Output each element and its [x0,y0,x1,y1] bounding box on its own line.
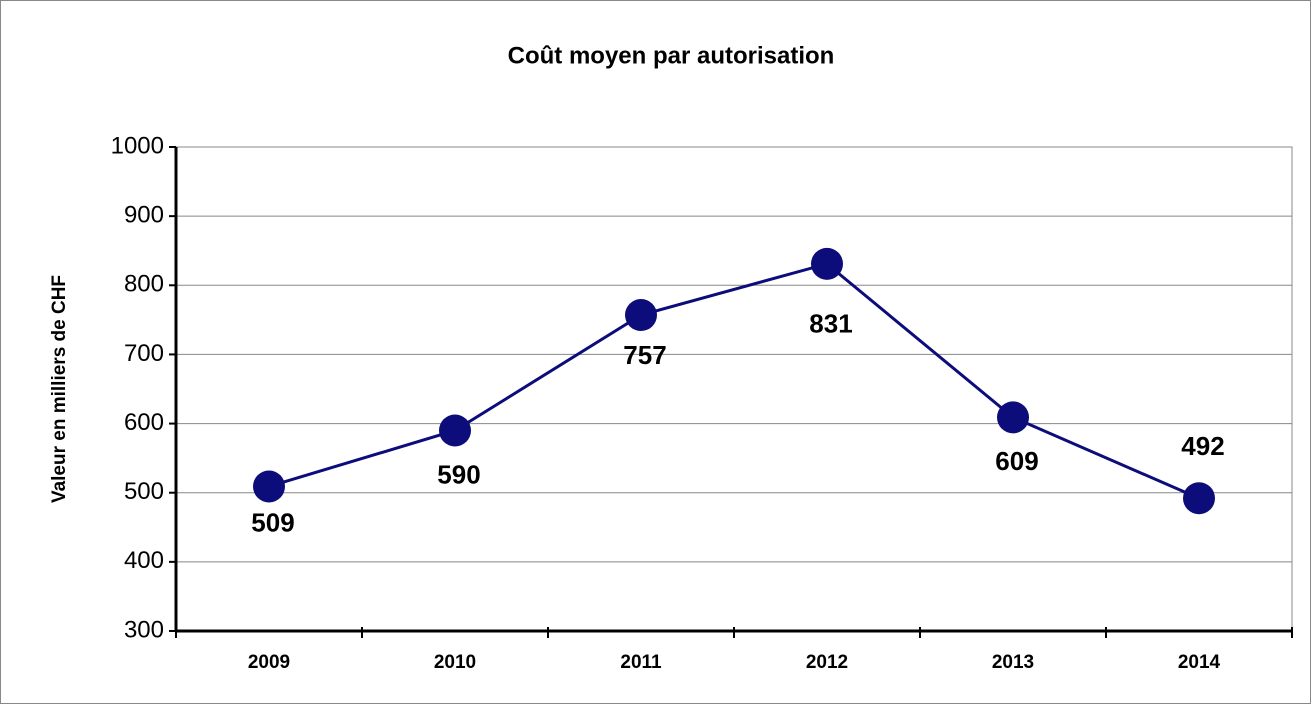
marker [625,299,657,332]
x-tick-label: 2010 [434,652,476,673]
y-tick-label: 800 [124,271,164,298]
data-label: 609 [995,446,1038,476]
marker [253,470,285,503]
y-tick-label: 500 [124,478,164,505]
marker [997,401,1029,434]
x-tick-label: 2009 [248,652,290,673]
y-tick-label: 600 [124,409,164,436]
x-tick-label: 2012 [806,652,848,673]
data-label: 831 [809,309,852,339]
y-axis-label: Valeur en milliers de CHF [49,275,70,503]
x-tick-label: 2011 [620,652,662,673]
data-label: 492 [1181,431,1224,461]
y-tick-label: 700 [124,340,164,367]
y-tick-label: 1000 [111,132,164,159]
y-tick-label: 400 [124,547,164,574]
data-label: 757 [623,340,666,370]
x-tick-label: 2013 [992,652,1034,673]
marker [1183,482,1215,515]
y-tick-label: 900 [124,201,164,228]
marker [811,247,843,280]
data-label: 509 [251,507,294,537]
x-tick-label: 2014 [1178,652,1221,673]
data-label: 590 [437,459,480,489]
chart-title: Coût moyen par autorisation [508,42,835,69]
marker [439,414,471,447]
line [268,262,1200,500]
y-tick-label: 300 [124,616,164,643]
